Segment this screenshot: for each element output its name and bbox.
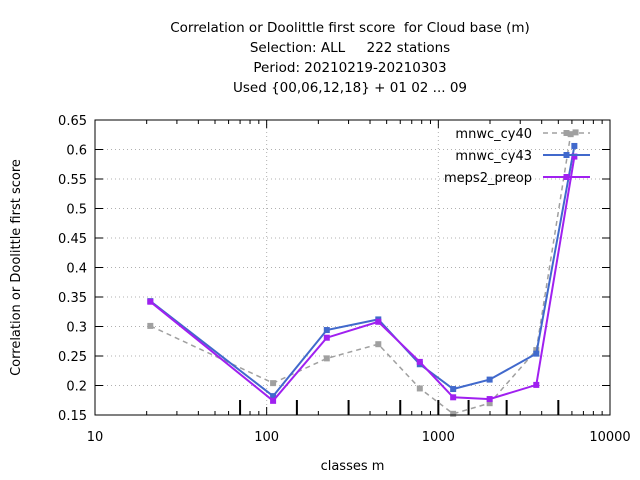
data-point-mnwc_cy40 — [375, 341, 382, 348]
y-tick-label: 0.45 — [58, 232, 87, 247]
data-point-meps2_preop — [533, 381, 540, 388]
legend-marker — [563, 174, 570, 180]
data-point-meps2_preop — [450, 394, 457, 401]
x-tick-label: 1000 — [422, 430, 455, 445]
data-point-mnwc_cy43 — [533, 350, 540, 357]
data-point-mnwc_cy40 — [147, 322, 154, 329]
grid-lines — [95, 120, 610, 415]
axis-ticks: 0.15 0.2 0.25 0.3 0.35 0.4 0.45 0.5 0.55 0.6 0.65 1… — [58, 114, 631, 445]
title-line-1: Correlation or Doolittle first score for… — [170, 20, 530, 36]
x-tick-label: 100 — [254, 430, 279, 445]
y-tick-label: 0.55 — [58, 173, 87, 188]
data-point-mnwc_cy43 — [486, 376, 493, 383]
data-point-meps2_preop — [571, 153, 578, 160]
data-point-mnwc_cy40 — [416, 385, 423, 392]
x-tick-label: 10000 — [589, 430, 630, 445]
data-point-mnwc_cy40 — [567, 131, 574, 138]
legend-label: mnwc_cy40 — [455, 127, 532, 142]
data-point-meps2_preop — [270, 397, 277, 404]
data-point-meps2_preop — [486, 396, 493, 403]
legend-label: mnwc_cy43 — [455, 149, 532, 164]
x-axis-label: classes m — [321, 459, 385, 474]
y-tick-label: 0.4 — [66, 262, 87, 277]
class-boundary-markers — [239, 400, 560, 415]
data-point-mnwc_cy43 — [450, 386, 457, 393]
y-tick-label: 0.65 — [58, 114, 87, 129]
y-tick-label: 0.2 — [66, 380, 87, 395]
data-point-meps2_preop — [323, 334, 330, 341]
series-line-meps2_preop — [149, 156, 576, 403]
data-point-mnwc_cy43 — [571, 142, 578, 149]
data-point-mnwc_cy40 — [450, 410, 457, 417]
x-tick-label: 10 — [87, 430, 104, 445]
data-point-mnwc_cy43 — [270, 393, 277, 400]
data-point-mnwc_cy40 — [270, 380, 277, 387]
y-tick-label: 0.5 — [66, 203, 87, 218]
legend-label: meps2_preop — [444, 171, 532, 186]
data-point-meps2_preop — [416, 358, 423, 365]
data-point-meps2_preop — [375, 318, 382, 325]
legend: mnwc_cy40 mnwc_cy43 meps2_preop — [444, 127, 590, 186]
series-layer — [147, 129, 579, 417]
legend-marker — [563, 152, 570, 158]
data-point-meps2_preop — [147, 298, 154, 305]
data-point-mnwc_cy43 — [323, 327, 330, 334]
data-point-mnwc_cy40 — [486, 400, 493, 407]
data-point-mnwc_cy40 — [323, 355, 330, 362]
y-tick-label: 0.25 — [58, 350, 87, 365]
y-tick-label: 0.6 — [66, 144, 87, 159]
y-tick-label: 0.15 — [58, 409, 87, 424]
y-axis-label: Correlation or Doolittle first score — [9, 159, 24, 376]
plot-frame — [94, 119, 611, 416]
y-tick-label: 0.35 — [58, 291, 87, 306]
legend-marker — [563, 130, 570, 136]
y-tick-label: 0.3 — [66, 321, 87, 336]
series-meps2_preop — [147, 153, 578, 404]
data-point-mnwc_cy40 — [572, 129, 579, 136]
title-line-4: Used {00,06,12,18} + 01 02 ... 09 — [232, 80, 468, 96]
title-line-3: Period: 20210219-20210303 — [253, 60, 447, 76]
title-line-2: Selection: ALL 222 stations — [249, 40, 451, 56]
